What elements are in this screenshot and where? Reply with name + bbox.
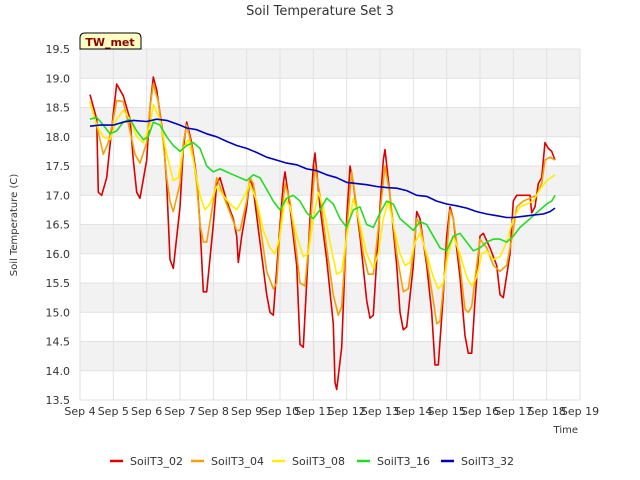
chart-title: Soil Temperature Set 3	[246, 4, 394, 19]
y-tick-label: 18.0	[46, 131, 71, 144]
legend: SoilT3_02 SoilT3_04 SoilT3_08 SoilT3_16 Soil…	[110, 455, 514, 468]
y-tick-label: 19.0	[46, 72, 71, 85]
x-tick-label: Sep 18	[528, 405, 566, 418]
badge-label: TW_met	[85, 36, 134, 49]
dataset-badge: TW_met	[79, 32, 142, 50]
x-axis-label: Time	[553, 425, 578, 436]
x-tick-label: Sep 9	[231, 405, 262, 418]
y-tick-label: 17.0	[46, 189, 71, 202]
y-axis-ticks: 13.5 14.0 14.5 15.0 15.5 16.0 16.5 17.0 17.5 18.0…	[46, 43, 71, 407]
y-tick-label: 16.0	[46, 248, 71, 261]
x-tick-label: Sep 14	[394, 405, 432, 418]
series-line-soilt3_04	[89, 83, 556, 325]
x-tick-label: Sep 5	[98, 405, 129, 418]
x-tick-label: Sep 15	[428, 405, 466, 418]
gridlines	[79, 48, 581, 401]
x-tick-label: Sep 4	[64, 405, 95, 418]
series-line-soilt3_02	[89, 76, 556, 391]
x-tick-label: Sep 7	[164, 405, 195, 418]
series-line-soilt3_32	[89, 118, 556, 219]
y-tick-label: 13.5	[46, 394, 71, 407]
y-tick-label: 16.5	[46, 219, 71, 232]
x-tick-label: Sep 11	[294, 405, 332, 418]
legend-label: SoilT3_16	[377, 455, 430, 468]
y-tick-label: 15.5	[46, 277, 71, 290]
x-tick-label: Sep 16	[461, 405, 499, 418]
plot-band	[80, 341, 580, 371]
legend-label: SoilT3_32	[461, 455, 514, 468]
plot-band	[80, 49, 580, 79]
series-line-soilt3_08	[89, 101, 556, 290]
x-tick-label: Sep 10	[261, 405, 299, 418]
x-tick-label: Sep 8	[198, 405, 229, 418]
series-lines	[89, 76, 556, 391]
y-tick-label: 14.5	[46, 336, 71, 349]
legend-label: SoilT3_08	[292, 455, 345, 468]
x-tick-label: Sep 12	[328, 405, 366, 418]
plot-band	[80, 166, 580, 196]
x-tick-label: Sep 6	[131, 405, 162, 418]
x-tick-label: Sep 13	[361, 405, 399, 418]
y-axis-label: Soil Temperature (C)	[9, 174, 20, 277]
y-tick-label: 17.5	[46, 160, 71, 173]
y-tick-label: 15.0	[46, 306, 71, 319]
legend-label: SoilT3_04	[211, 455, 264, 468]
x-tick-label: Sep 17	[494, 405, 532, 418]
badge-box	[79, 32, 142, 50]
series-line-soilt3_16	[89, 116, 556, 252]
legend-label: SoilT3_02	[130, 455, 183, 468]
y-tick-label: 18.5	[46, 102, 71, 115]
x-tick-label: Sep 19	[561, 405, 599, 418]
y-tick-label: 14.0	[46, 365, 71, 378]
y-tick-label: 19.5	[46, 43, 71, 56]
